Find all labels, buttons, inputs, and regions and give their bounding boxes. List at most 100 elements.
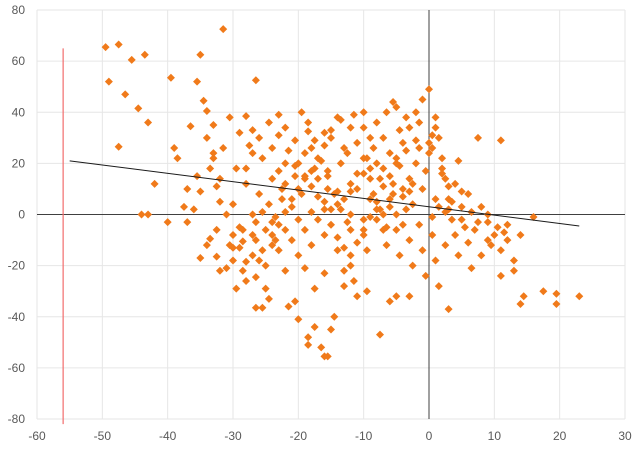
data-point	[229, 230, 237, 239]
data-point	[408, 261, 417, 270]
data-point	[248, 230, 257, 239]
data-point	[539, 287, 548, 296]
data-point	[287, 236, 296, 245]
data-point	[327, 133, 335, 142]
data-point	[379, 182, 388, 191]
data-point	[340, 144, 349, 153]
data-point	[385, 149, 394, 158]
data-point	[454, 251, 463, 260]
data-point	[493, 223, 502, 232]
data-point	[425, 138, 433, 147]
data-point	[405, 187, 414, 196]
data-point	[431, 195, 440, 204]
data-point	[281, 123, 290, 132]
data-point	[268, 174, 277, 183]
data-point	[372, 205, 381, 214]
data-point	[320, 352, 329, 361]
data-point	[402, 205, 411, 214]
data-point	[313, 154, 322, 163]
data-point	[291, 136, 300, 145]
data-point	[294, 251, 303, 260]
data-point	[366, 133, 375, 142]
data-point	[294, 215, 303, 224]
data-point	[496, 136, 505, 145]
data-point	[425, 149, 433, 158]
data-point	[212, 252, 221, 261]
data-point	[425, 85, 433, 94]
data-point	[222, 210, 231, 219]
data-point	[320, 141, 329, 150]
data-point	[552, 289, 561, 298]
data-point	[431, 256, 440, 265]
data-point	[434, 202, 443, 211]
data-point	[477, 251, 486, 260]
data-point	[140, 50, 149, 59]
data-point	[398, 138, 407, 147]
data-point	[460, 223, 469, 232]
data-point	[258, 303, 267, 312]
x-tick-label: -50	[94, 429, 112, 443]
data-point	[408, 179, 417, 188]
data-point	[258, 154, 267, 163]
data-point	[464, 190, 473, 199]
data-point	[271, 236, 280, 245]
data-point	[242, 257, 251, 266]
data-point	[353, 238, 362, 247]
x-tick-label: 30	[618, 429, 632, 443]
data-point	[457, 215, 466, 224]
data-point	[405, 236, 414, 245]
trendline-group	[69, 160, 580, 227]
data-point	[242, 276, 251, 285]
data-point	[418, 184, 427, 193]
data-point	[121, 90, 130, 99]
y-tick-label: 60	[12, 54, 26, 68]
data-point	[202, 133, 211, 142]
data-point	[209, 154, 218, 163]
data-point	[261, 284, 270, 293]
data-point	[474, 218, 482, 227]
y-tick-label: -20	[8, 259, 26, 273]
data-point	[389, 190, 398, 199]
data-point	[212, 225, 221, 234]
data-point	[379, 225, 388, 234]
data-point	[291, 297, 300, 306]
data-point	[457, 202, 466, 211]
data-point	[428, 213, 437, 222]
data-point	[297, 190, 306, 199]
data-point	[349, 110, 358, 119]
y-tick-label: -80	[8, 412, 26, 426]
data-point	[189, 205, 198, 214]
data-point	[431, 113, 440, 122]
data-point	[349, 276, 358, 285]
data-point	[385, 297, 394, 306]
data-point	[516, 230, 525, 239]
data-point	[281, 159, 290, 168]
data-point	[346, 251, 355, 260]
data-point	[251, 303, 260, 312]
data-point	[248, 210, 257, 219]
data-point	[336, 205, 345, 214]
data-point	[219, 144, 228, 153]
data-point	[274, 246, 283, 255]
data-point	[320, 230, 329, 239]
data-point	[320, 205, 329, 214]
data-point	[366, 164, 375, 173]
data-point	[196, 253, 205, 262]
data-point	[271, 213, 280, 222]
data-point	[193, 172, 202, 181]
data-point	[310, 284, 319, 293]
data-point	[529, 213, 538, 222]
data-point	[438, 164, 447, 173]
data-point	[300, 149, 309, 158]
data-point	[166, 73, 175, 82]
data-point	[483, 218, 492, 227]
data-point	[346, 187, 355, 196]
data-point	[287, 195, 296, 204]
data-point	[255, 190, 264, 199]
data-point	[268, 144, 277, 153]
data-point	[209, 121, 218, 130]
data-point	[411, 136, 420, 145]
data-point	[405, 123, 414, 132]
data-point	[372, 215, 381, 224]
data-point	[454, 156, 463, 165]
